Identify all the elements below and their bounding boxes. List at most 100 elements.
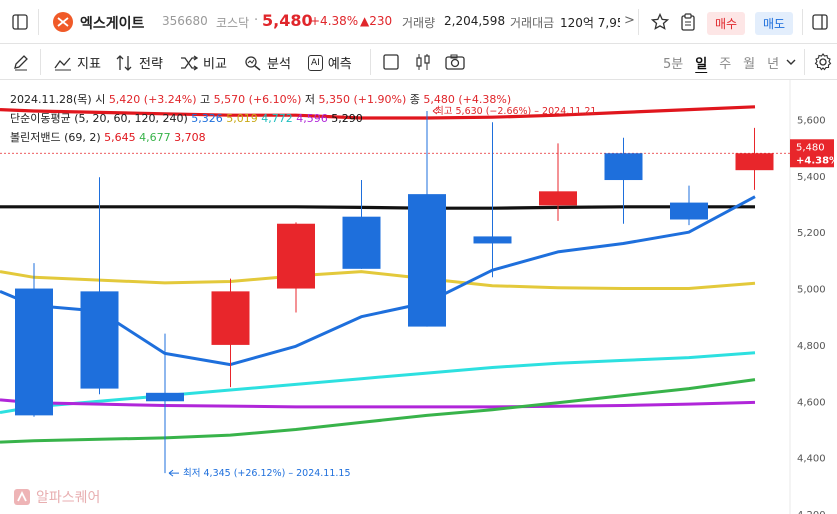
ma-info-row[interactable]: 단순이동평균 (5, 20, 60, 120, 240) 5,326 5,019… bbox=[10, 110, 363, 126]
pencil-icon[interactable] bbox=[12, 53, 30, 71]
period-week[interactable]: 주 bbox=[719, 57, 732, 72]
ma60-line bbox=[0, 351, 756, 414]
bb-upper-line bbox=[0, 105, 756, 120]
candle bbox=[735, 127, 774, 190]
candle bbox=[604, 137, 643, 224]
candle-body bbox=[735, 153, 774, 171]
low-value: 5,350 (+1.90%) bbox=[318, 93, 407, 106]
candle-body bbox=[80, 291, 119, 389]
candle-body bbox=[473, 236, 512, 244]
y-tick-label: 5,400 bbox=[797, 172, 826, 183]
y-tick-label: 5,200 bbox=[797, 228, 826, 239]
analysis-magnifier-icon bbox=[244, 55, 262, 71]
candles bbox=[15, 111, 774, 474]
candle bbox=[80, 177, 119, 395]
bb-lower-value: 3,708 bbox=[174, 131, 206, 144]
candle bbox=[670, 185, 708, 226]
y-tick-label: 5,600 bbox=[797, 115, 826, 126]
period-selector: 5분 일 주 월 년 bbox=[663, 53, 791, 72]
compare-label: 비교 bbox=[203, 57, 227, 72]
square-toggle-icon[interactable] bbox=[383, 54, 399, 70]
amount-label: 거래대금 bbox=[510, 16, 555, 30]
volume-label: 거래량 bbox=[402, 16, 436, 30]
price-tag-box bbox=[790, 139, 834, 168]
separator-dot: · bbox=[254, 13, 259, 28]
market-name: 코스닥 bbox=[216, 16, 250, 30]
extreme-annotations: 최고 5,630 (−2.66%) – 2024.11.21 최저 4,345 … bbox=[168, 106, 596, 479]
stock-name[interactable]: 엑스게이트 bbox=[80, 16, 145, 32]
ma20-line bbox=[0, 270, 756, 290]
candle-body bbox=[604, 153, 643, 181]
y-axis-ticks: 4,200 4,400 4,600 4,800 5,000 5,200 5,400 5,600 bbox=[797, 115, 826, 514]
ma-label: 단순이동평균 (5, 20, 60, 120, 240) bbox=[10, 112, 188, 125]
y-tick-label: 5,000 bbox=[797, 285, 826, 296]
high-annotation: 최고 5,630 (−2.66%) – 2024.11.21 bbox=[435, 106, 596, 117]
candle-body bbox=[15, 288, 53, 416]
settings-gear-icon[interactable] bbox=[814, 53, 832, 71]
ai-chip-icon: AI bbox=[308, 54, 323, 71]
chart-canvas[interactable]: 4,200 4,400 4,600 4,800 5,000 5,200 5,400 5,600… bbox=[0, 80, 837, 514]
candle-body bbox=[539, 191, 577, 206]
candle bbox=[539, 143, 577, 221]
period-5min[interactable]: 5분 bbox=[663, 57, 684, 72]
buy-button[interactable]: 매수 bbox=[707, 12, 746, 35]
indicator-label: 지표 bbox=[77, 57, 101, 72]
change-percent: +4.38% bbox=[310, 14, 359, 28]
candle bbox=[342, 180, 381, 269]
candle bbox=[277, 222, 315, 313]
low-label: 저 bbox=[304, 93, 316, 106]
watermark-text: 알파스퀘어 bbox=[36, 490, 101, 506]
chevron-down-icon[interactable] bbox=[785, 57, 797, 67]
strategy-label: 전략 bbox=[139, 57, 163, 72]
open-value: 5,420 (+3.24%) bbox=[108, 93, 197, 106]
strategy-button[interactable]: 전략 bbox=[116, 53, 163, 72]
candle bbox=[408, 111, 446, 327]
indicator-icon bbox=[54, 55, 72, 71]
candle bbox=[146, 333, 184, 474]
change-amount: ▲230 bbox=[360, 14, 393, 28]
candle bbox=[473, 122, 512, 278]
ma5-value: 5,326 bbox=[191, 112, 223, 125]
candle-body bbox=[408, 194, 446, 327]
close-value: 5,480 (+4.38%) bbox=[423, 93, 512, 106]
volume-value: 2,204,598 bbox=[444, 14, 506, 28]
high-arrow bbox=[432, 107, 438, 115]
alphasquare-logo-icon bbox=[14, 489, 30, 505]
bb-label: 볼린저밴드 (69, 2) bbox=[10, 131, 101, 144]
candlestick-icon[interactable] bbox=[414, 53, 432, 71]
ohlc-info-row: 2024.11.28(목) 시 5,420 (+3.24%) 고 5,570 (… bbox=[10, 91, 511, 107]
ma120-line bbox=[0, 398, 756, 409]
stock-logo-icon bbox=[53, 12, 73, 32]
compare-button[interactable]: 비교 bbox=[180, 53, 227, 72]
camera-icon[interactable] bbox=[445, 54, 465, 70]
strategy-icon bbox=[116, 54, 134, 71]
high-value: 5,570 (+6.10%) bbox=[213, 93, 302, 106]
high-label: 고 bbox=[200, 93, 211, 106]
candle-body bbox=[211, 291, 250, 345]
clipboard-icon[interactable] bbox=[680, 13, 696, 31]
analysis-button[interactable]: 분석 bbox=[244, 53, 291, 72]
ma120-value: 4,596 bbox=[296, 112, 328, 125]
price-tag: 5,480 +4.38% bbox=[790, 139, 837, 168]
indicator-button[interactable]: 지표 bbox=[54, 53, 101, 72]
low-arrow bbox=[168, 469, 179, 477]
bb-info-row[interactable]: 볼린저밴드 (69, 2) 5,645 4,677 3,708 bbox=[10, 129, 206, 145]
layout-panel-icon[interactable] bbox=[12, 14, 28, 30]
candle-body bbox=[146, 392, 184, 402]
y-tick-label: 4,800 bbox=[797, 341, 826, 352]
star-icon[interactable] bbox=[651, 13, 669, 31]
forecast-label: 예측 bbox=[327, 57, 352, 72]
price-chart[interactable]: 4,200 4,400 4,600 4,800 5,000 5,200 5,400 5,600… bbox=[0, 80, 837, 514]
side-panel-icon[interactable] bbox=[812, 14, 828, 30]
period-month[interactable]: 월 bbox=[743, 57, 756, 72]
ma240-value: 5,290 bbox=[331, 112, 363, 125]
period-day[interactable]: 일 bbox=[695, 57, 708, 72]
ai-forecast-button[interactable]: AI 예측 bbox=[308, 53, 352, 72]
bb-upper-value: 5,645 bbox=[104, 131, 136, 144]
sell-button[interactable]: 매도 bbox=[755, 12, 794, 35]
period-year[interactable]: 년 bbox=[767, 57, 780, 72]
candle-body bbox=[342, 216, 381, 269]
candle-body bbox=[670, 202, 708, 220]
low-annotation: 최저 4,345 (+26.12%) – 2024.11.15 bbox=[183, 468, 351, 479]
more-arrow-icon[interactable]: > bbox=[624, 13, 635, 28]
